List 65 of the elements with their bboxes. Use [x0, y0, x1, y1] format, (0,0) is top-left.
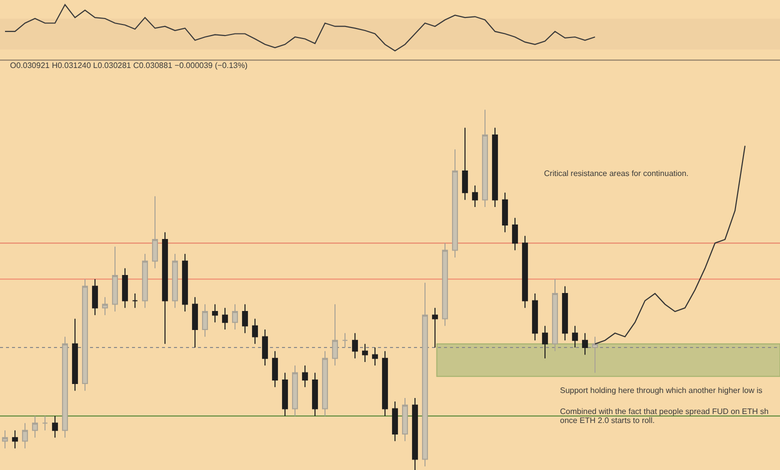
candlestick — [82, 278, 88, 392]
candlestick — [192, 296, 198, 348]
candlestick — [72, 318, 78, 392]
candlestick — [212, 304, 218, 323]
candlestick — [122, 268, 128, 308]
candlestick — [482, 109, 488, 208]
candlestick — [132, 293, 138, 308]
candlestick — [432, 307, 438, 348]
candlestick — [352, 332, 358, 359]
candlestick — [152, 196, 158, 269]
candlestick — [142, 253, 148, 308]
candlestick — [392, 401, 398, 442]
candlestick — [372, 347, 378, 366]
candlestick — [232, 304, 238, 330]
candlestick — [452, 148, 458, 258]
candlestick — [202, 304, 208, 338]
candlestick — [332, 304, 338, 366]
candlestick — [222, 307, 228, 330]
candlestick — [422, 282, 428, 467]
candlestick — [22, 422, 28, 449]
candlestick — [412, 397, 418, 470]
candlestick — [42, 415, 48, 431]
candlestick — [462, 127, 468, 200]
candlestick — [442, 242, 448, 326]
candlestick — [342, 332, 348, 348]
annotation: Combined with the fact that people spread FUD on ETH sh — [560, 407, 769, 416]
candlestick — [92, 278, 98, 316]
candlestick — [402, 397, 408, 442]
candlestick — [282, 372, 288, 416]
annotation: Support holding here through which another higher low is — [560, 386, 762, 395]
candlestick — [362, 343, 368, 362]
candlestick — [312, 372, 318, 416]
candlestick — [52, 415, 58, 438]
text: O0.030921 H0.031240 L0.030281 C0.030881 −0.000039 (−0.13%) — [10, 61, 248, 70]
candlestick — [382, 350, 388, 416]
candlestick — [252, 318, 258, 344]
candlestick — [562, 286, 568, 341]
candlestick — [262, 329, 268, 366]
candlestick — [172, 253, 178, 308]
candlestick — [182, 253, 188, 312]
candlestick — [112, 246, 118, 312]
candlestick — [572, 325, 578, 348]
candlestick — [532, 293, 538, 341]
candlestick — [582, 332, 588, 356]
candlestick — [102, 296, 108, 316]
candlestick — [272, 350, 278, 388]
candlestick — [472, 184, 478, 208]
candlestick — [292, 365, 298, 416]
candlestick — [62, 336, 68, 438]
candlestick — [322, 350, 328, 416]
candlestick — [522, 235, 528, 308]
candlestick — [32, 415, 38, 438]
candlestick — [542, 325, 548, 359]
candlestick — [302, 365, 308, 388]
candlestick — [592, 336, 598, 374]
candlestick — [162, 232, 168, 344]
candlestick — [552, 278, 558, 352]
candlestick — [12, 430, 18, 449]
candlestick — [502, 192, 508, 233]
annotation: Critical resistance areas for continuation. — [544, 169, 689, 178]
candlestick — [2, 430, 8, 449]
candlestick — [492, 127, 498, 208]
candlestick — [512, 217, 518, 251]
candlestick — [242, 304, 248, 334]
annotation: once ETH 2.0 starts to roll. — [560, 416, 655, 425]
